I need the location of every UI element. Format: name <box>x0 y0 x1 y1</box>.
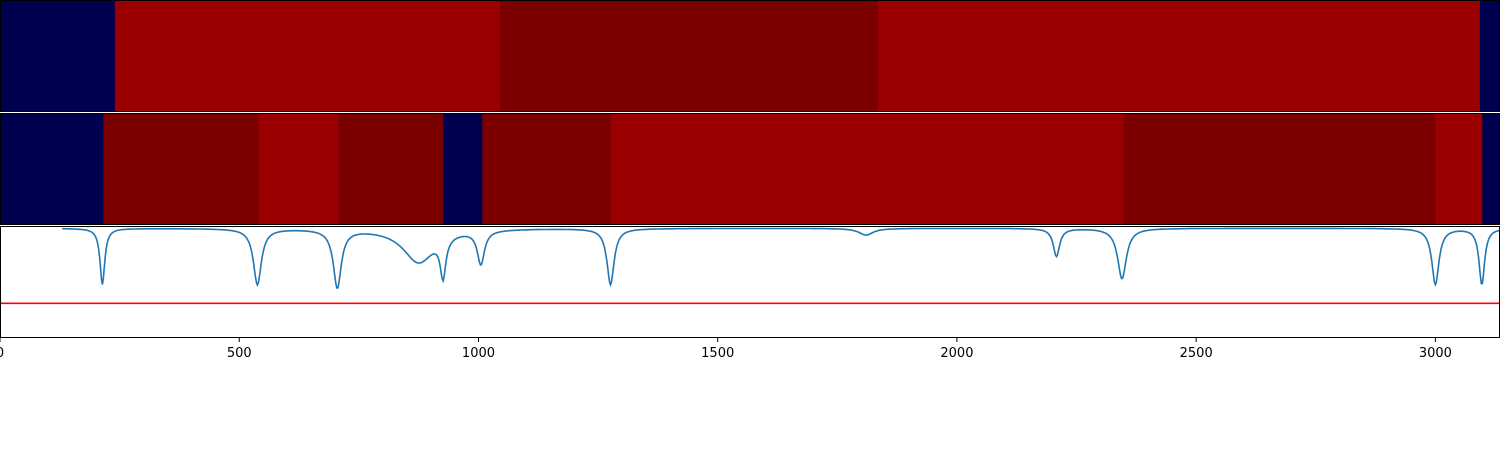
segment-2-10 <box>1482 113 1500 225</box>
segment-1-3 <box>500 0 879 112</box>
segment-1-4 <box>877 0 1481 112</box>
segment-1-5 <box>1479 0 1500 112</box>
segment-2-1 <box>0 113 104 225</box>
x-tick-label: 1500 <box>701 346 734 361</box>
x-tick-label: 2000 <box>940 346 973 361</box>
x-axis: 0 500 1000 1500 2000 2500 3000 <box>0 338 1452 361</box>
segment-1-1 <box>0 0 116 112</box>
x-tick-label: 3000 <box>1419 346 1452 361</box>
row-separator <box>0 112 1500 113</box>
x-tick-label: 0 <box>0 346 4 361</box>
segment-2-3 <box>258 113 339 225</box>
segment-2-2 <box>103 113 259 225</box>
segment-1-2 <box>114 0 501 112</box>
signal-background <box>0 226 1500 338</box>
segment-2-5 <box>443 113 483 225</box>
signal-panel <box>0 226 1500 338</box>
x-tick-label: 1000 <box>462 346 495 361</box>
x-tick-label: 2500 <box>1180 346 1213 361</box>
signal-series-line <box>62 227 1500 289</box>
segment-2-4 <box>338 113 444 225</box>
segment-2-6 <box>482 113 612 225</box>
segment-row-1 <box>0 0 1500 112</box>
segment-2-7 <box>610 113 1124 225</box>
segment-2-9 <box>1435 113 1483 225</box>
x-tick-label: 500 <box>227 346 252 361</box>
segment-row-2 <box>0 113 1500 225</box>
segment-2-8 <box>1123 113 1436 225</box>
